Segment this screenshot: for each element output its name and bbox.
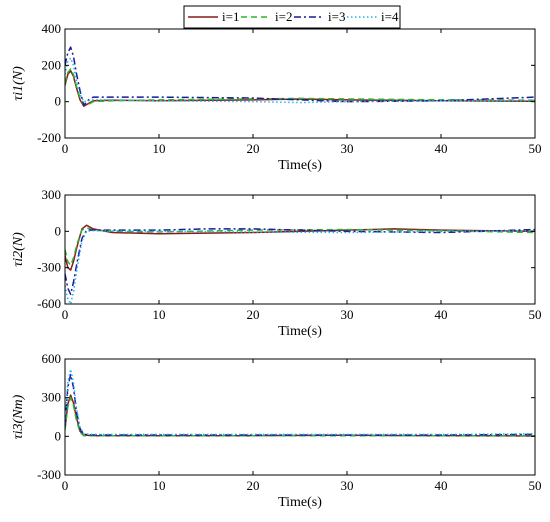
x-tick-label: 10 (153, 478, 166, 493)
series-group (65, 46, 535, 107)
axes-frame (64, 194, 536, 305)
x-axis-label: Time(s) (278, 158, 322, 173)
y-tick-label: -300 (37, 467, 61, 482)
y-tick-label: 200 (42, 57, 62, 72)
y-tick-label: 300 (42, 187, 62, 202)
series-group (65, 224, 535, 304)
y-axis-label: τi3(Nm) (11, 394, 26, 439)
y-tick-label: -200 (37, 130, 61, 145)
axes-frame (64, 28, 536, 139)
x-tick-label: 10 (153, 307, 166, 322)
y-axis-label: τi2(N) (11, 232, 26, 267)
series-line (65, 46, 535, 107)
series-line (65, 368, 535, 436)
plot-area (65, 195, 535, 304)
x-tick-label: 40 (435, 307, 448, 322)
x-tick-label: 0 (62, 478, 69, 493)
legend-entry: i=3 (294, 9, 345, 24)
axes-frame (64, 358, 536, 476)
legend: i=1 i=2 i=3 i=4 (183, 5, 401, 29)
x-tick-label: 0 (62, 307, 69, 322)
legend-entry: i=2 (241, 9, 292, 24)
x-tick-label: 30 (341, 307, 354, 322)
y-tick-label: 0 (55, 94, 62, 109)
y-axis-label: τi1(N) (11, 66, 26, 101)
series-line (65, 68, 535, 107)
y-tick-label: 0 (55, 428, 62, 443)
subplot: 0 10 20 30 40 50 -600 -300 0 300 Time(s) τi2(N) (11, 187, 542, 339)
plot-area (65, 29, 535, 138)
x-axis-label: Time(s) (278, 495, 322, 510)
x-tick-label: 30 (341, 478, 354, 493)
x-tick-label: 30 (341, 141, 354, 156)
x-tick-label: 0 (62, 141, 69, 156)
legend-label: i=2 (275, 9, 292, 24)
y-tick-label: 300 (42, 390, 62, 405)
x-tick-label: 10 (153, 141, 166, 156)
legend-box (183, 5, 401, 29)
x-tick-label: 50 (529, 141, 542, 156)
y-tick-label: 400 (42, 21, 62, 36)
x-axis-label: Time(s) (278, 324, 322, 339)
y-tick-label: 600 (42, 351, 62, 366)
y-tick-label: 0 (55, 223, 62, 238)
legend-entry: i=1 (188, 9, 239, 24)
series-group (65, 368, 535, 437)
legend-entry: i=4 (347, 9, 399, 24)
x-tick-label: 50 (529, 307, 542, 322)
y-tick-label: -600 (37, 296, 61, 311)
series-line (65, 396, 535, 437)
x-tick-label: 40 (435, 478, 448, 493)
x-tick-label: 40 (435, 141, 448, 156)
series-line (65, 226, 535, 266)
x-tick-label: 20 (247, 141, 260, 156)
legend-label: i=1 (222, 9, 239, 24)
series-line (65, 229, 535, 304)
x-tick-label: 50 (529, 478, 542, 493)
plot-area (65, 359, 535, 475)
legend-label: i=4 (381, 9, 399, 24)
x-tick-label: 20 (247, 478, 260, 493)
x-tick-label: 20 (247, 307, 260, 322)
y-tick-label: -300 (37, 260, 61, 275)
legend-label: i=3 (328, 9, 345, 24)
